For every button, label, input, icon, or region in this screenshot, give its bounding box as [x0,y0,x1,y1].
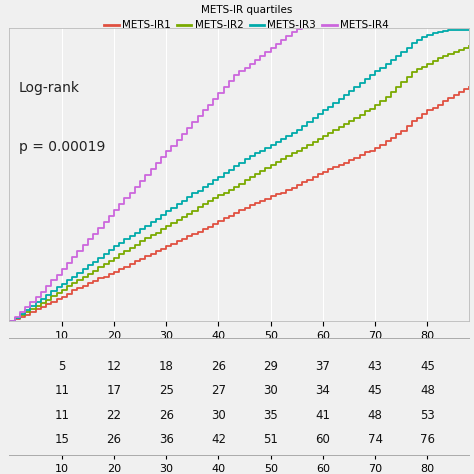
Text: p = 0.00019: p = 0.00019 [18,140,105,154]
Text: 25: 25 [159,384,173,397]
Text: 27: 27 [211,384,226,397]
Text: 36: 36 [159,433,173,446]
Text: 11: 11 [54,409,69,422]
Text: 5: 5 [58,360,65,373]
Text: 11: 11 [54,384,69,397]
Text: 12: 12 [107,360,121,373]
X-axis label: months of follow-up: months of follow-up [181,346,298,358]
Text: 35: 35 [264,409,278,422]
Text: 53: 53 [420,409,435,422]
Text: 45: 45 [368,384,383,397]
Legend: METS-IR1, METS-IR2, METS-IR3, METS-IR4: METS-IR1, METS-IR2, METS-IR3, METS-IR4 [104,5,389,30]
Text: 41: 41 [316,409,330,422]
Text: 18: 18 [159,360,173,373]
Text: 29: 29 [263,360,278,373]
Text: 30: 30 [264,384,278,397]
Text: 34: 34 [316,384,330,397]
Text: 30: 30 [211,409,226,422]
Text: 17: 17 [107,384,121,397]
Text: Log-rank: Log-rank [18,81,80,95]
Text: 48: 48 [420,384,435,397]
Text: 76: 76 [420,433,435,446]
Text: 26: 26 [159,409,174,422]
Text: 42: 42 [211,433,226,446]
Text: 45: 45 [420,360,435,373]
Text: 60: 60 [316,433,330,446]
Text: 22: 22 [107,409,121,422]
Text: 48: 48 [368,409,383,422]
Text: 37: 37 [316,360,330,373]
Text: 51: 51 [263,433,278,446]
Text: 15: 15 [55,433,69,446]
Text: 26: 26 [107,433,121,446]
Text: 26: 26 [211,360,226,373]
Text: 43: 43 [368,360,383,373]
Text: 74: 74 [368,433,383,446]
